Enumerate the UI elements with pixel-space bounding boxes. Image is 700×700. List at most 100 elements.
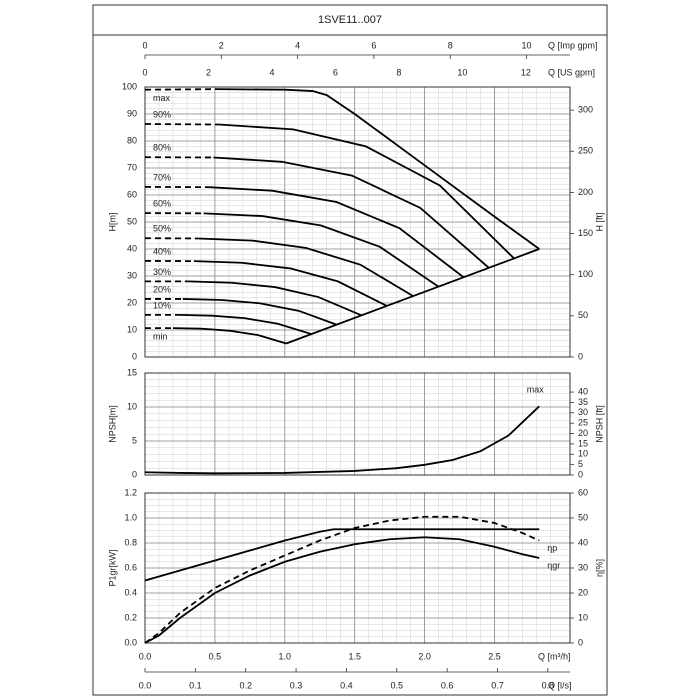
x-tick-label: 0.5 [391, 680, 404, 690]
series-label: 90% [153, 109, 171, 119]
y2-tick-label: 10 [578, 612, 588, 622]
x-tick-label: 2.5 [488, 651, 501, 661]
curve [172, 327, 287, 345]
x-tick-label: 4 [269, 67, 274, 77]
x-tick-label: 0.4 [340, 680, 353, 690]
y-tick-label: 0.2 [124, 612, 137, 622]
series-label: ηp [547, 543, 557, 553]
y2-tick-label: 20 [578, 428, 588, 438]
y2-axis-label: H [ft] [594, 212, 604, 231]
series-label: 80% [153, 143, 171, 153]
y-tick-label: 5 [132, 435, 137, 445]
x-tick-label: 10 [522, 40, 532, 50]
x-tick-label: 4 [295, 40, 300, 50]
y2-tick-label: 250 [578, 146, 593, 156]
y2-tick-label: 0 [578, 351, 583, 361]
series-label: 10% [153, 300, 171, 310]
y2-tick-label: 60 [578, 487, 588, 497]
y-tick-label: 100 [122, 81, 137, 91]
plot-border [144, 492, 571, 644]
y-tick-label: 80 [127, 135, 137, 145]
y-tick-label: 1.2 [124, 487, 137, 497]
y-tick-label: 50 [127, 216, 137, 226]
x-axis-label: Q [Imp gpm] [548, 40, 598, 50]
y2-tick-label: 150 [578, 228, 593, 238]
y2-tick-label: 0 [578, 469, 583, 479]
series-label: 20% [153, 284, 171, 294]
y2-tick-label: 200 [578, 187, 593, 197]
curve [193, 260, 388, 307]
curve [182, 298, 337, 326]
y-tick-label: 90 [127, 108, 137, 118]
x-tick-label: 0.8 [542, 680, 555, 690]
series-label: max [527, 385, 545, 395]
y2-tick-label: 50 [578, 310, 588, 320]
plot-border [144, 86, 571, 358]
y2-tick-label: 30 [578, 407, 588, 417]
series-label: min [153, 331, 168, 341]
x-tick-label: 0 [142, 40, 147, 50]
x-tick-label: 1.0 [279, 651, 292, 661]
x-tick-label: 10 [457, 67, 467, 77]
x-tick-label: 2.0 [418, 651, 431, 661]
y-tick-label: 20 [127, 297, 137, 307]
curve [188, 280, 363, 317]
y2-tick-label: 100 [578, 269, 593, 279]
series-label: 40% [153, 246, 171, 256]
y-tick-label: 10 [127, 401, 137, 411]
y-tick-label: 0.6 [124, 562, 137, 572]
curve [219, 123, 515, 260]
curve [198, 237, 414, 298]
y2-axis-label: η[%] [594, 559, 604, 577]
y2-tick-label: 10 [578, 449, 588, 459]
x-tick-label: 0.6 [441, 680, 454, 690]
x-tick-label: 8 [396, 67, 401, 77]
y-tick-label: 0.0 [124, 637, 137, 647]
y-tick-label: 40 [127, 243, 137, 253]
dashed-curve [144, 88, 215, 91]
y-tick-label: 0.4 [124, 587, 137, 597]
x-tick-label: 1.5 [348, 651, 361, 661]
y-tick-label: 70 [127, 162, 137, 172]
y2-tick-label: 300 [578, 104, 593, 114]
series-label: 70% [153, 172, 171, 182]
y-axis-label: H[m] [107, 213, 117, 232]
curve [213, 156, 490, 269]
x-tick-label: 0.5 [209, 651, 222, 661]
y-tick-label: 0.8 [124, 537, 137, 547]
x-tick-label: 12 [521, 67, 531, 77]
curve [144, 405, 540, 475]
x-tick-label: 0.3 [290, 680, 303, 690]
curve [178, 313, 312, 335]
series-label: 50% [153, 224, 171, 234]
dashed-curve [144, 123, 220, 126]
x-axis-label: Q [US gpm] [548, 67, 595, 77]
curve [203, 212, 440, 288]
x-tick-label: 8 [448, 40, 453, 50]
series-label: 60% [153, 198, 171, 208]
y-axis-label: NPSH[m] [107, 405, 117, 443]
x-axis-label: Q [l/s] [548, 680, 572, 690]
x-tick-label: 0.0 [139, 680, 152, 690]
x-tick-label: 0.7 [491, 680, 504, 690]
x-tick-label: 6 [333, 67, 338, 77]
x-tick-label: 0 [142, 67, 147, 77]
series-label: 30% [153, 267, 171, 277]
y2-tick-label: 5 [578, 459, 583, 469]
y2-tick-label: 20 [578, 587, 588, 597]
y-tick-label: 30 [127, 270, 137, 280]
x-tick-label: 2 [219, 40, 224, 50]
curve [144, 536, 540, 644]
y2-tick-label: 15 [578, 438, 588, 448]
y-tick-label: 10 [127, 324, 137, 334]
dashed-curve [144, 515, 540, 644]
frame [92, 4, 608, 696]
series-label: ηgr [547, 560, 560, 570]
plot-border [144, 372, 571, 476]
y-axis-label: P1gr[kW] [107, 549, 117, 586]
x-tick-label: 0.0 [139, 651, 152, 661]
x-tick-label: 0.2 [239, 680, 252, 690]
y2-tick-label: 0 [578, 637, 583, 647]
y2-tick-label: 40 [578, 386, 588, 396]
